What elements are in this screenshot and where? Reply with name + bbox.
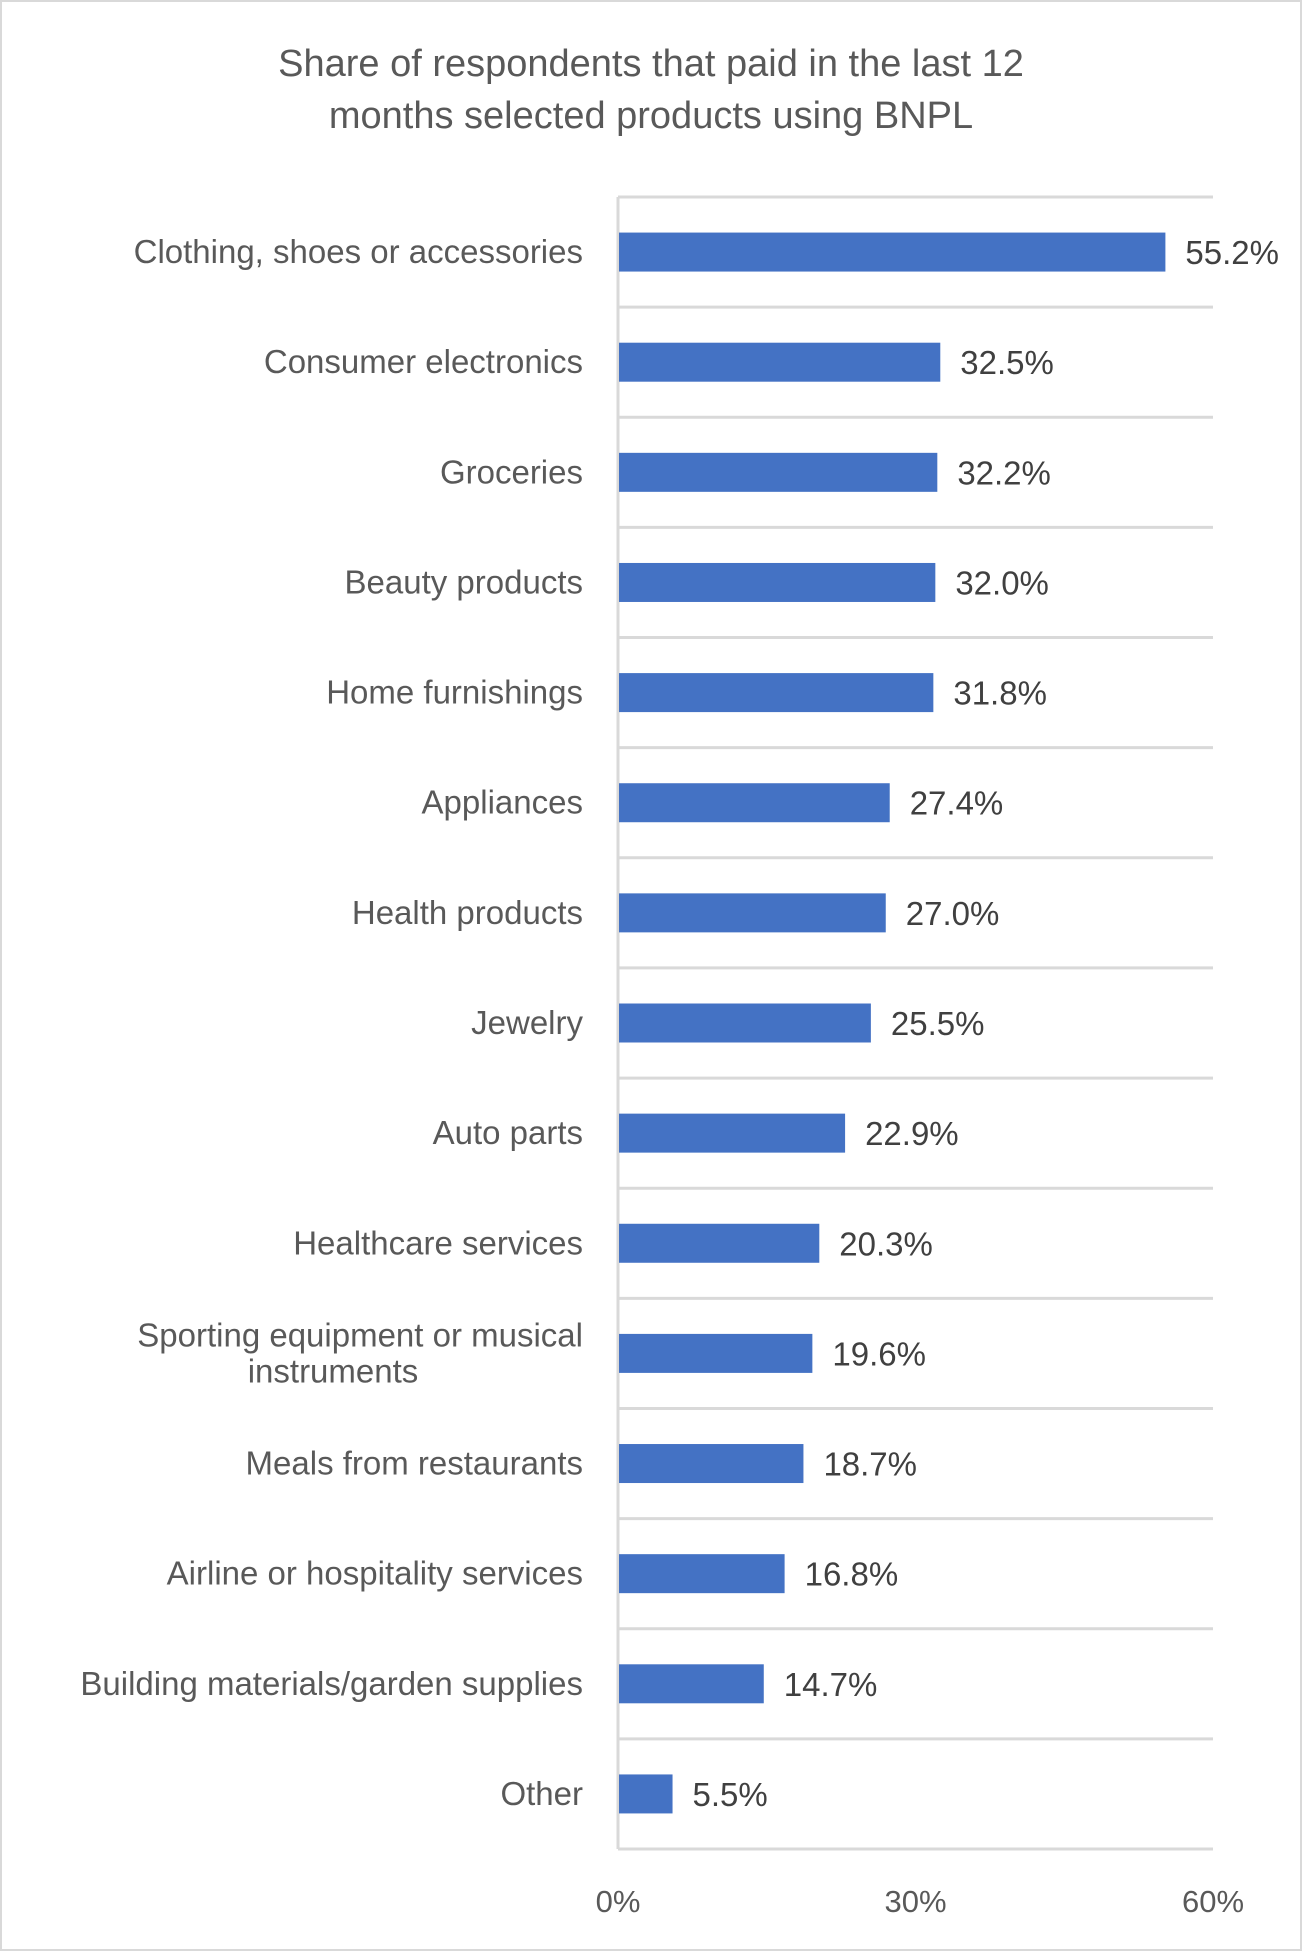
data-label: 55.2% — [1185, 234, 1279, 271]
bar — [619, 562, 936, 602]
bar — [619, 1003, 871, 1043]
data-label: 32.0% — [955, 564, 1049, 601]
bar — [619, 1554, 785, 1594]
x-tick-label: 60% — [1182, 1884, 1244, 1919]
category-label: Jewelry — [471, 1004, 583, 1041]
category-label: Other — [500, 1775, 583, 1812]
x-tick-label: 30% — [884, 1884, 946, 1919]
category-label: Sporting equipment or musical — [137, 1316, 583, 1353]
data-label: 14.7% — [784, 1666, 878, 1703]
data-label: 22.9% — [865, 1115, 959, 1152]
bar — [619, 452, 938, 492]
bar — [619, 1664, 764, 1704]
category-label: Auto parts — [433, 1114, 583, 1151]
bar — [619, 1333, 813, 1373]
x-tick-label: 0% — [596, 1884, 641, 1919]
category-label: Home furnishings — [326, 674, 583, 711]
bar — [619, 1113, 846, 1153]
category-label: Meals from restaurants — [246, 1445, 583, 1482]
data-label: 32.2% — [957, 454, 1051, 491]
data-label: 18.7% — [823, 1446, 917, 1483]
chart-title-line-1: Share of respondents that paid in the la… — [278, 43, 1024, 85]
data-label: 5.5% — [693, 1776, 768, 1813]
data-label: 16.8% — [805, 1556, 899, 1593]
category-label: Consumer electronics — [264, 343, 583, 380]
chart-title-line-2: months selected products using BNPL — [328, 95, 974, 137]
category-label: Appliances — [422, 784, 583, 821]
bar — [619, 1223, 820, 1263]
category-label: instruments — [248, 1352, 419, 1389]
data-label: 27.4% — [910, 785, 1004, 822]
category-label: Airline or hospitality services — [167, 1555, 583, 1592]
category-label: Beauty products — [345, 563, 583, 600]
category-label: Health products — [352, 894, 583, 931]
data-label: 32.5% — [960, 344, 1054, 381]
category-label: Clothing, shoes or accessories — [134, 233, 583, 270]
category-label: Healthcare services — [293, 1224, 583, 1261]
data-label: 20.3% — [839, 1225, 933, 1262]
data-label: 19.6% — [832, 1335, 926, 1372]
bar — [619, 673, 934, 713]
data-label: 25.5% — [891, 1005, 985, 1042]
bar — [619, 342, 941, 382]
bar — [619, 1774, 673, 1814]
category-label: Building materials/garden supplies — [80, 1665, 583, 1702]
category-label: Groceries — [440, 453, 583, 490]
data-label: 27.0% — [906, 895, 1000, 932]
bar — [619, 232, 1166, 272]
bar — [619, 893, 886, 933]
data-label: 31.8% — [953, 675, 1047, 712]
bar — [619, 783, 890, 823]
chart-title: Share of respondents that paid in the la… — [0, 38, 1302, 142]
bar — [619, 1444, 804, 1484]
